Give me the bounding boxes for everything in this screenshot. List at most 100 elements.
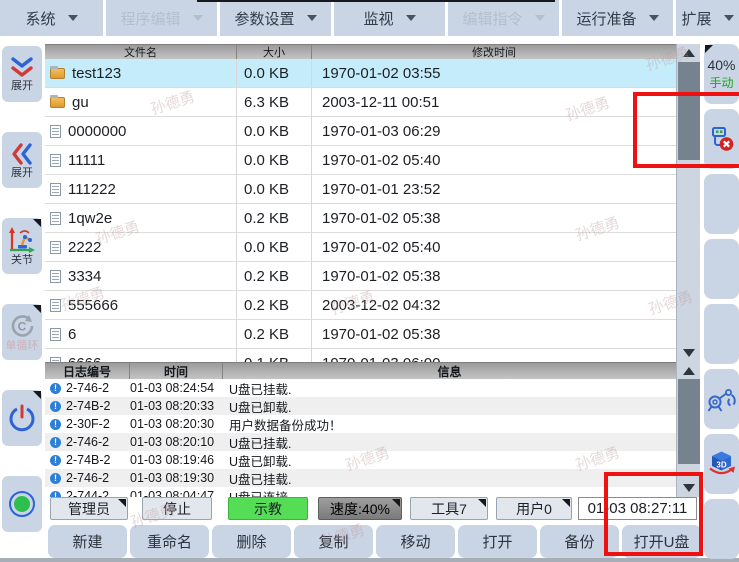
info-icon <box>50 436 61 448</box>
file-name: 2222 <box>68 238 102 256</box>
status-datetime-label: 01-03 08:27:11 <box>587 500 688 517</box>
file-size: 0.1 KB <box>237 349 312 362</box>
menu-bar: 系统 程序编辑 参数设置 监视 编辑指令 运行准备 扩展 <box>0 0 739 36</box>
new-button[interactable]: 新建 <box>48 525 127 558</box>
move-button[interactable]: 移动 <box>376 525 455 558</box>
corner-flyout-icon <box>562 499 570 507</box>
file-size: 0.0 KB <box>237 146 312 174</box>
status-speed-label: 速度:40% <box>330 500 390 517</box>
log-row[interactable]: 2-74B-2 01-03 08:19:46 U盘已卸载. <box>45 451 676 469</box>
status-user-label: 管理员 <box>68 500 110 517</box>
scroll-down-icon[interactable] <box>682 349 695 357</box>
file-icon <box>50 182 61 196</box>
table-row[interactable]: gu 6.3 KB 2003-12-11 00:51 <box>45 88 676 117</box>
status-run-state[interactable]: 停止 <box>142 497 212 520</box>
status-run-label: 停止 <box>163 500 191 517</box>
status-datetime: 01-03 08:27:11 <box>578 497 697 520</box>
chevron-down-icon <box>67 15 78 21</box>
info-icon <box>50 382 61 394</box>
double-chevron-left-icon <box>12 142 32 165</box>
expand-down-button[interactable]: 展开 <box>2 46 42 102</box>
scroll-up-icon[interactable] <box>682 49 695 57</box>
status-tool-frame[interactable]: 工具7 <box>410 497 488 520</box>
menu-system[interactable]: 系统 <box>0 0 103 36</box>
file-size: 0.2 KB <box>237 291 312 319</box>
corner-flyout-icon <box>705 45 713 53</box>
3d-view-icon: 3D <box>709 451 735 475</box>
backup-button[interactable]: 备份 <box>540 525 619 558</box>
log-row[interactable]: 2-746-2 01-03 08:19:30 U盘已挂载. <box>45 469 676 487</box>
log-row[interactable]: 2-74B-2 01-03 08:20:33 U盘已卸载. <box>45 397 676 415</box>
expand-left-button[interactable]: 展开 <box>2 132 42 188</box>
toolbar-slot-empty <box>704 239 739 299</box>
log-id: 2-746-2 <box>66 471 110 485</box>
log-id: 2-746-2 <box>66 381 110 395</box>
status-user-frame[interactable]: 用户0 <box>496 497 572 520</box>
log-scrollbar[interactable] <box>676 362 700 497</box>
scroll-down-icon[interactable] <box>682 484 695 492</box>
log-row[interactable]: 2-746-2 01-03 08:24:54 U盘已挂载. <box>45 379 676 397</box>
file-modified: 1970-01-01 23:52 <box>322 180 441 198</box>
table-row[interactable]: 111222 0.0 KB 1970-01-01 23:52 <box>45 175 676 204</box>
delete-button[interactable]: 删除 <box>212 525 291 558</box>
scrollbar-thumb[interactable] <box>678 62 700 160</box>
file-list-scrollbar[interactable] <box>676 44 700 362</box>
table-row[interactable]: test123 0.0 KB 1970-01-02 03:55 <box>45 59 676 88</box>
info-icon <box>50 400 61 412</box>
log-time: 01-03 08:20:10 <box>130 435 215 449</box>
column-header-name: 文件名 <box>45 45 237 59</box>
log-message: 用户数据备份成功！ <box>229 418 342 433</box>
robot-jog-button[interactable] <box>704 369 739 429</box>
usb-status-button[interactable] <box>704 109 739 169</box>
log-row[interactable]: 2-744-2 01-03 08:04:47 U盘已连接. <box>45 487 676 497</box>
file-name: 1qw2e <box>68 209 113 227</box>
single-cycle-icon: C <box>11 314 34 337</box>
log-message: U盘已挂载. <box>229 382 292 397</box>
joint-coordinate-button[interactable]: 关节 <box>2 218 42 274</box>
table-row[interactable]: 555666 0.2 KB 2003-12-02 04:32 <box>45 291 676 320</box>
power-button[interactable] <box>2 390 42 446</box>
file-modified: 1970-01-02 05:38 <box>322 325 441 343</box>
speed-mode-button[interactable]: 40% 手动 <box>704 44 739 104</box>
rename-button[interactable]: 重命名 <box>130 525 209 558</box>
open-usb-button[interactable]: 打开U盘 <box>622 525 701 558</box>
tool-label: 关节 <box>11 254 33 266</box>
robot-arm-icon <box>707 389 736 412</box>
3d-view-button[interactable]: 3D <box>704 434 739 494</box>
servo-status-button[interactable] <box>2 476 42 532</box>
file-icon <box>50 124 61 138</box>
single-cycle-button[interactable]: C 单循环 <box>2 304 42 360</box>
copy-button[interactable]: 复制 <box>294 525 373 558</box>
status-speed[interactable]: 速度:40% <box>318 497 402 520</box>
info-icon <box>50 454 61 466</box>
menu-label: 程序编辑 <box>120 10 181 28</box>
menu-label: 系统 <box>25 10 56 28</box>
menu-extend[interactable]: 扩展 <box>676 0 739 36</box>
menu-monitor[interactable]: 监视 <box>334 0 445 36</box>
scrollbar-thumb[interactable] <box>678 379 700 464</box>
power-icon <box>9 404 35 432</box>
table-row[interactable]: 0000000 0.0 KB 1970-01-03 06:29 <box>45 117 676 146</box>
file-table: 文件名 大小 修改时间 test123 0.0 KB 1970-01-02 03… <box>45 44 676 362</box>
log-id: 2-74B-2 <box>66 399 111 413</box>
log-row[interactable]: 2-30F-2 01-03 08:20:30 用户数据备份成功！ <box>45 415 676 433</box>
joint-axes-robot-icon <box>9 227 35 253</box>
chevron-down-icon <box>405 15 416 21</box>
status-teach-mode[interactable]: 示教 <box>228 497 308 520</box>
table-row[interactable]: 11111 0.0 KB 1970-01-02 05:40 <box>45 146 676 175</box>
log-row[interactable]: 2-746-2 01-03 08:20:10 U盘已挂载. <box>45 433 676 451</box>
menu-param-settings[interactable]: 参数设置 <box>220 0 331 36</box>
table-row[interactable]: 6 0.2 KB 1970-01-02 05:38 <box>45 320 676 349</box>
table-row[interactable]: 1qw2e 0.2 KB 1970-01-02 05:38 <box>45 204 676 233</box>
usb-disconnected-icon <box>712 127 734 151</box>
file-size: 0.2 KB <box>237 204 312 232</box>
log-id: 2-746-2 <box>66 435 110 449</box>
open-button[interactable]: 打开 <box>458 525 537 558</box>
toolbar-slot-empty <box>704 499 739 559</box>
menu-run-prepare[interactable]: 运行准备 <box>562 0 673 36</box>
table-row[interactable]: 3334 0.2 KB 1970-01-02 05:38 <box>45 262 676 291</box>
status-user-level[interactable]: 管理员 <box>50 497 128 520</box>
scroll-up-icon[interactable] <box>682 367 695 375</box>
table-row[interactable]: 6666 0.1 KB 1970-01-03 06:00 <box>45 349 676 362</box>
table-row[interactable]: 2222 0.0 KB 1970-01-02 05:40 <box>45 233 676 262</box>
